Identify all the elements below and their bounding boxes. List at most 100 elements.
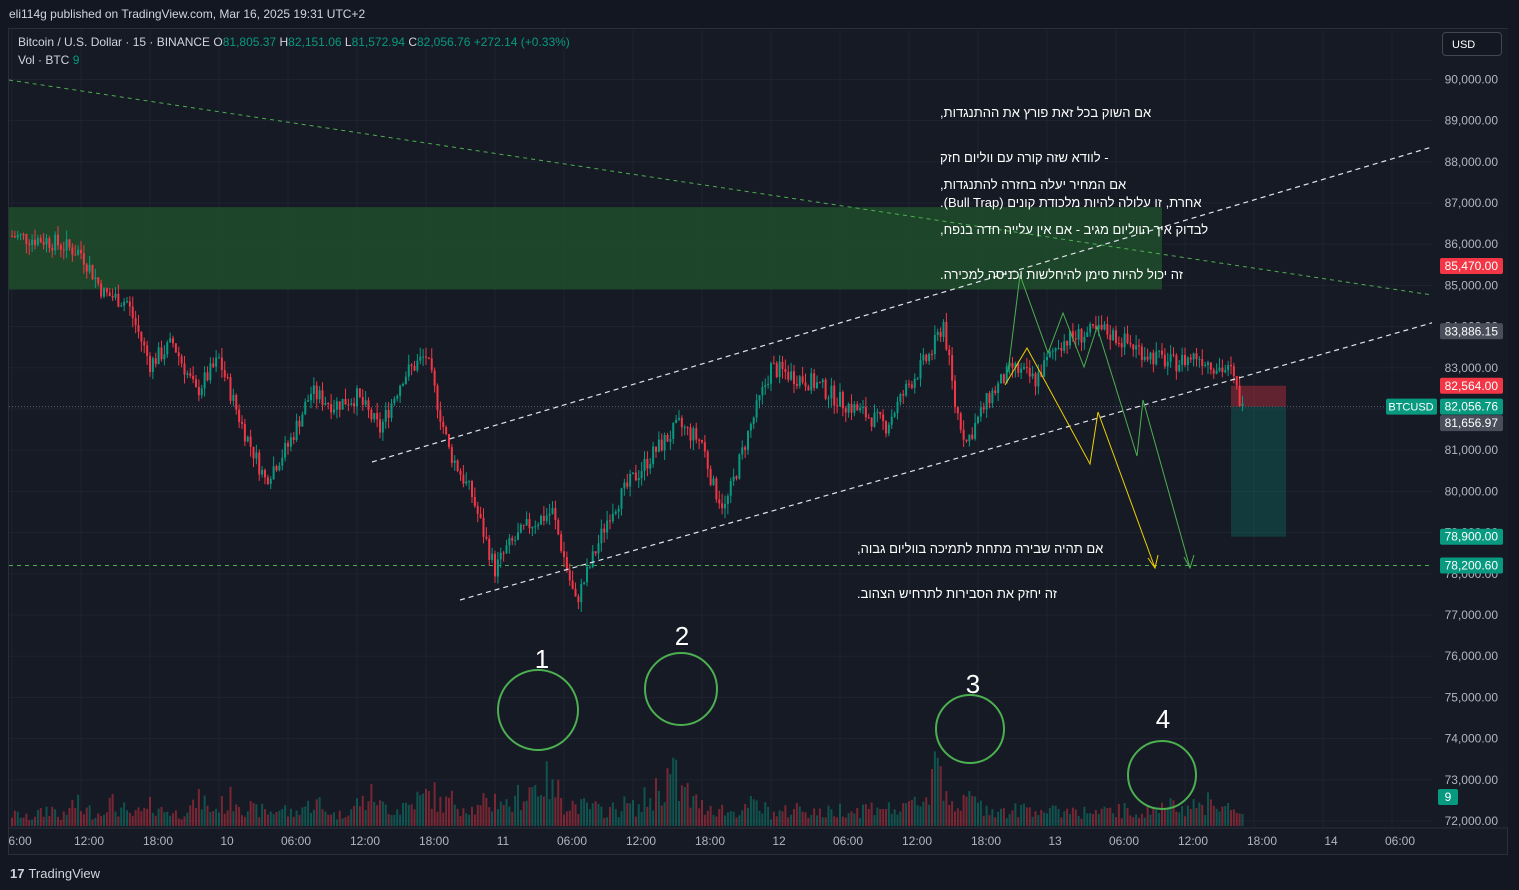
volume-bar bbox=[309, 812, 313, 826]
volume-bar bbox=[522, 801, 525, 826]
volume-bar bbox=[31, 819, 34, 826]
candle-body bbox=[465, 481, 468, 484]
time-tick-label: 13 bbox=[1048, 834, 1062, 848]
low-label: L bbox=[344, 35, 352, 49]
time-tick-label: 18:00 bbox=[695, 834, 725, 848]
candle-body bbox=[493, 553, 497, 577]
volume-bar bbox=[959, 810, 962, 826]
candle-body bbox=[171, 338, 175, 344]
symbol-title[interactable]: Bitcoin / U.S. Dollar · 15 · BINANCE bbox=[18, 35, 211, 49]
volume-bar bbox=[82, 814, 85, 826]
time-tick-label: 14 bbox=[1324, 834, 1338, 848]
time-axis[interactable]: 6:00 12:00 18:00 10 06:00 12:00 18:00 11 06:00 12… bbox=[8, 827, 1507, 848]
scenario-green-arrowhead bbox=[1183, 554, 1195, 570]
candle-body bbox=[1129, 342, 1132, 345]
candle-body bbox=[249, 436, 252, 447]
candle-body bbox=[988, 393, 991, 404]
volume-bar bbox=[1083, 806, 1086, 826]
candle-body bbox=[125, 301, 129, 303]
volume-circle-label: 3 bbox=[966, 669, 980, 699]
volume-circle bbox=[935, 694, 1005, 764]
candle-body bbox=[810, 373, 813, 391]
volume-bar bbox=[183, 816, 186, 826]
candle-body bbox=[430, 358, 433, 371]
candle-body bbox=[197, 386, 200, 396]
volume-bar bbox=[143, 808, 146, 826]
volume-bar bbox=[318, 797, 321, 826]
candle-body bbox=[620, 488, 623, 509]
candle-body bbox=[1232, 366, 1235, 377]
candle-body bbox=[330, 404, 333, 413]
volume-bar bbox=[1060, 817, 1063, 826]
volume-bar bbox=[735, 817, 738, 826]
candle-body bbox=[261, 469, 264, 475]
volume-bar bbox=[390, 815, 393, 826]
volume-bar bbox=[166, 811, 169, 826]
volume-bar bbox=[534, 785, 537, 826]
volume-bar bbox=[815, 815, 819, 826]
currency-button[interactable]: USD bbox=[1442, 32, 1502, 56]
volume-bar bbox=[197, 789, 200, 826]
candle-body bbox=[537, 524, 540, 527]
time-tick-label: 06:00 bbox=[1385, 834, 1415, 848]
volume-bar bbox=[324, 811, 327, 826]
candle-body bbox=[761, 386, 764, 396]
volume-bar bbox=[1201, 804, 1204, 826]
candle-body bbox=[1120, 343, 1123, 348]
volume-bar bbox=[422, 793, 425, 826]
candle-body bbox=[289, 437, 292, 447]
volume-bar bbox=[873, 815, 876, 826]
volume-bar bbox=[42, 816, 45, 826]
candle-body bbox=[1025, 367, 1028, 369]
price-tick-label: 80,000.00 bbox=[1445, 484, 1499, 498]
volume-label[interactable]: Vol · BTC bbox=[18, 53, 70, 67]
volume-bar bbox=[496, 809, 499, 826]
price-label-bg bbox=[1440, 398, 1503, 415]
volume-bar bbox=[373, 802, 376, 826]
volume-bar bbox=[258, 817, 261, 826]
volume-bar bbox=[542, 796, 545, 826]
volume-bar bbox=[499, 801, 502, 826]
volume-bar bbox=[1094, 810, 1097, 826]
volume-bar bbox=[1229, 809, 1233, 826]
candle-body bbox=[137, 325, 140, 332]
volume-bar bbox=[1089, 813, 1092, 826]
candle-body bbox=[841, 392, 844, 409]
volume-bar bbox=[56, 816, 60, 826]
note-line: זה יחזק את הסבירות לתרחיש הצהוב. bbox=[857, 586, 1057, 601]
resistance-zone bbox=[9, 207, 1162, 290]
volume-bar bbox=[792, 809, 796, 826]
tradingview-logo[interactable]: 17 TradingView bbox=[10, 866, 100, 881]
candle-body bbox=[571, 580, 574, 589]
volume-bar bbox=[695, 794, 698, 826]
price-axis[interactable]: 72,000.00 73,000.00 74,000.00 75,000.00 76,0… bbox=[1386, 29, 1508, 828]
candle-body bbox=[833, 385, 836, 406]
price-label: 82,564.00 bbox=[1445, 379, 1499, 393]
volume-bar bbox=[588, 809, 591, 826]
candle-body bbox=[318, 390, 321, 400]
candle-body bbox=[896, 401, 899, 414]
candle-body bbox=[1071, 331, 1074, 339]
candle-body bbox=[933, 334, 936, 355]
price-tick-label: 73,000.00 bbox=[1445, 773, 1499, 787]
candle-body bbox=[48, 238, 51, 248]
volume-bar bbox=[1181, 806, 1184, 826]
candle-body bbox=[376, 413, 379, 420]
candle-body bbox=[36, 238, 39, 245]
candle-body bbox=[522, 524, 525, 526]
volume-bar bbox=[557, 779, 560, 826]
candle-body bbox=[882, 414, 885, 422]
volume-bar bbox=[203, 795, 206, 826]
volume-bar bbox=[666, 768, 669, 826]
volume-bar bbox=[192, 799, 195, 826]
volume-bar bbox=[1017, 817, 1020, 826]
volume-bar bbox=[884, 809, 888, 826]
volume-bar bbox=[1163, 807, 1166, 826]
candle-body bbox=[646, 458, 649, 469]
volume-bar bbox=[134, 810, 137, 826]
volume-bar bbox=[128, 812, 131, 826]
volume-bar bbox=[74, 807, 77, 826]
candle-body bbox=[758, 395, 761, 401]
candle-body bbox=[19, 234, 22, 236]
